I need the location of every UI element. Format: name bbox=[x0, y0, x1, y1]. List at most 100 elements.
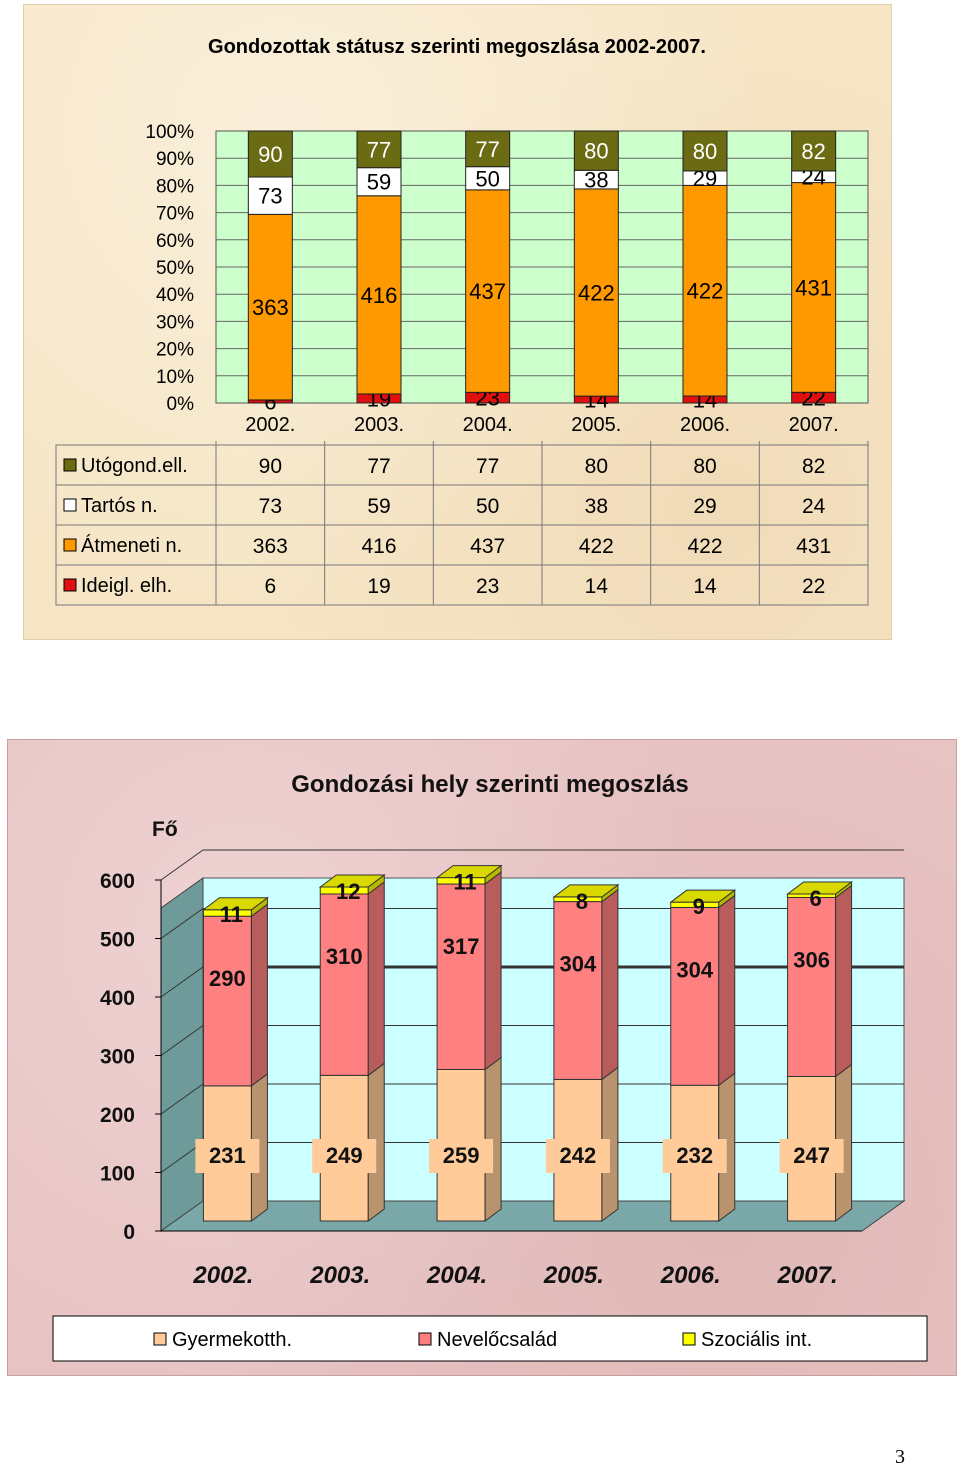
data-label: 77 bbox=[475, 137, 499, 162]
y-tick-label: 100% bbox=[145, 122, 194, 143]
table-cell: 422 bbox=[687, 535, 722, 558]
bar-segment bbox=[202, 915, 252, 1087]
bar-segment bbox=[356, 167, 402, 197]
legend bbox=[52, 1315, 928, 1362]
bar-segment bbox=[319, 893, 369, 1076]
legend-key bbox=[63, 578, 77, 592]
table-row bbox=[55, 564, 869, 606]
chart-panel-status: Gondozottak státusz szerinti megoszlása … bbox=[23, 4, 892, 640]
legend-key bbox=[63, 538, 77, 552]
bar-segment-side bbox=[250, 903, 268, 1087]
bar-segment-side bbox=[835, 884, 853, 1078]
page-number: 3 bbox=[895, 1446, 905, 1468]
y-tick-label: 600 bbox=[100, 870, 135, 893]
y-tick-label: 400 bbox=[100, 987, 135, 1010]
x-tick-label: 2005. bbox=[571, 414, 621, 436]
bar-segment bbox=[573, 188, 619, 397]
data-label: 38 bbox=[584, 168, 608, 193]
chart-placement-distribution: Gondozási hely szerinti megoszlás Fő 0 100 2… bbox=[52, 771, 928, 1362]
y-tick-label: 10% bbox=[156, 367, 194, 388]
data-label: 73 bbox=[258, 184, 282, 209]
table-row-label: Tartós n. bbox=[81, 495, 158, 517]
data-label: 59 bbox=[367, 170, 391, 195]
y-tick-label: 300 bbox=[100, 1046, 135, 1069]
table-cell: 80 bbox=[585, 455, 608, 478]
bar-top bbox=[201, 897, 269, 911]
bar-top bbox=[552, 884, 620, 898]
table-cell: 77 bbox=[476, 455, 499, 478]
table-row-label: Ideigl. elh. bbox=[81, 575, 172, 597]
x-tick-label: 2003. bbox=[354, 414, 404, 436]
data-label: 82 bbox=[801, 139, 825, 164]
data-label: 6 bbox=[809, 886, 821, 911]
data-label-bg bbox=[779, 1139, 844, 1173]
bar-segment bbox=[670, 906, 720, 1086]
data-label-bg bbox=[545, 1139, 610, 1173]
bar-segment bbox=[356, 195, 402, 395]
table-cell: 437 bbox=[470, 535, 505, 558]
bar-segment bbox=[682, 130, 728, 172]
y-axis-label: Fő bbox=[152, 818, 178, 841]
table-cell: 90 bbox=[259, 455, 282, 478]
data-label: 304 bbox=[560, 952, 597, 977]
bar-top bbox=[786, 881, 854, 895]
data-label: 9 bbox=[693, 894, 705, 919]
x-tick-label: 2007. bbox=[789, 414, 839, 436]
table-cell: 50 bbox=[476, 495, 499, 518]
bar-segment bbox=[465, 189, 511, 393]
data-label: 422 bbox=[578, 281, 615, 306]
legend-key bbox=[63, 458, 77, 472]
legend-key bbox=[418, 1332, 432, 1346]
data-label: 232 bbox=[676, 1143, 713, 1168]
y-tick-label: 500 bbox=[100, 929, 135, 952]
bar-top bbox=[669, 889, 737, 903]
y-tick-label: 100 bbox=[100, 1163, 135, 1186]
y-tick-label: 30% bbox=[156, 312, 194, 333]
legend-label: Szociális int. bbox=[701, 1329, 812, 1351]
gridline-side bbox=[160, 966, 204, 998]
data-label-bg bbox=[429, 1139, 494, 1173]
data-label: 422 bbox=[687, 279, 724, 304]
bar-segment bbox=[573, 130, 619, 171]
data-label: 11 bbox=[220, 902, 243, 927]
chart-title: Gondozottak státusz szerinti megoszlása … bbox=[208, 36, 706, 58]
data-label: 8 bbox=[576, 889, 588, 914]
x-tick-label: 2006. bbox=[680, 414, 730, 436]
data-label-bg bbox=[312, 1139, 377, 1173]
table-row-label: Utógond.ell. bbox=[81, 455, 188, 477]
data-label: 12 bbox=[336, 879, 360, 904]
y-tick-label: 80% bbox=[156, 176, 194, 197]
legend-key bbox=[153, 1332, 167, 1346]
chart-status-distribution: Gondozottak státusz szerinti megoszlása … bbox=[55, 36, 869, 606]
table-row bbox=[55, 484, 869, 526]
bar-segment bbox=[787, 896, 837, 1078]
y-tick-label: 50% bbox=[156, 258, 194, 279]
data-label: 231 bbox=[209, 1143, 246, 1168]
bar-segment bbox=[247, 213, 293, 401]
x-tick-label: 2002. bbox=[245, 414, 295, 436]
legend-label: Gyermekotth. bbox=[172, 1329, 292, 1351]
gridline-side bbox=[160, 1083, 204, 1115]
data-label: 80 bbox=[584, 139, 608, 164]
table-cell: 14 bbox=[585, 575, 609, 598]
data-label: 249 bbox=[326, 1143, 363, 1168]
data-label: 317 bbox=[443, 934, 480, 959]
table-cell: 363 bbox=[253, 535, 288, 558]
data-label: 50 bbox=[475, 166, 499, 191]
bar-segment bbox=[791, 130, 837, 172]
table-cell: 29 bbox=[693, 495, 716, 518]
x-tick-label: 2004. bbox=[426, 1262, 487, 1289]
bar-segment bbox=[553, 901, 603, 1080]
table-cell: 431 bbox=[796, 535, 831, 558]
data-label: 363 bbox=[252, 295, 289, 320]
legend-key bbox=[63, 498, 77, 512]
gridline-side bbox=[160, 849, 204, 881]
data-label: 437 bbox=[469, 279, 506, 304]
bar-top bbox=[318, 874, 386, 888]
bar-segment-side bbox=[601, 888, 619, 1081]
table-cell: 80 bbox=[693, 455, 716, 478]
side-wall bbox=[160, 877, 204, 1232]
bar-segment bbox=[356, 130, 402, 169]
data-label: 80 bbox=[693, 139, 717, 164]
table-cell: 6 bbox=[264, 575, 276, 598]
